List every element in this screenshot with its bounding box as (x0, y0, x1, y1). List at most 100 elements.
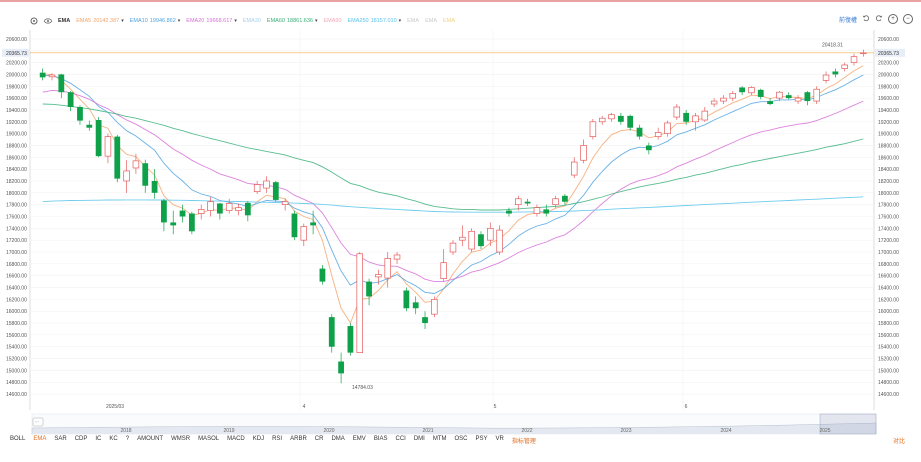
y-tick-label-left: 17800.00 (6, 203, 27, 209)
candle-up (431, 299, 438, 315)
candle-up (748, 87, 755, 94)
candle-up (701, 110, 709, 121)
settings-icon[interactable] (30, 17, 38, 25)
ema-item[interactable]: EMA5 20142.387 ▾ (76, 18, 124, 24)
candle-up (496, 229, 503, 253)
y-tick-label-right: 20200.00 (878, 61, 899, 67)
indicator-tab[interactable]: ? (125, 436, 130, 442)
indicator-tab[interactable]: MTM (432, 436, 447, 442)
ema-item[interactable]: EMA60 18861.636 ▾ (267, 18, 318, 24)
candle-up (822, 74, 830, 81)
navigator-year-label: 2022 (521, 428, 532, 434)
y-tick-label-right: 18800.00 (878, 143, 899, 149)
indicator-tab[interactable]: IC (95, 436, 102, 442)
indicator-tab[interactable]: RSI (272, 436, 283, 442)
indicator-tab[interactable]: AMOUNT (137, 436, 164, 442)
indicator-tab[interactable]: ARBR (290, 436, 307, 442)
indicator-tab[interactable]: KC (109, 436, 118, 442)
indicator-tab[interactable]: WMSR (171, 436, 191, 442)
indicator-tab[interactable]: OSC (454, 436, 468, 442)
zoom-out-icon[interactable]: − (903, 14, 913, 24)
y-tick-label-right: 17400.00 (878, 226, 899, 232)
candle-up (570, 161, 578, 176)
indicator-tab[interactable]: KDJ (252, 436, 265, 442)
ema-item[interactable]: EMA90 (323, 18, 341, 24)
indicator-tab[interactable]: EMA (33, 436, 47, 442)
ema-item[interactable]: EMA250 18157.010 ▾ (348, 18, 402, 24)
indicator-tab[interactable]: EMV (352, 436, 366, 442)
indicator-tab[interactable]: CR (314, 436, 324, 442)
candle-down (179, 210, 186, 217)
candle-up (263, 180, 270, 189)
candle-up (654, 132, 662, 137)
y-tick-label-left: 17600.00 (6, 215, 27, 221)
y-tick-label-right: 14600.00 (878, 392, 899, 398)
y-tick-label-left: 17000.00 (6, 250, 27, 256)
y-tick-label-right: 18000.00 (878, 191, 899, 197)
candle-up (598, 117, 606, 123)
y-tick-label-left: 19200.00 (6, 120, 27, 126)
ema-item[interactable]: EMA (443, 18, 455, 24)
indicator-tab[interactable]: MACD (227, 436, 245, 442)
y-tick-label-right: 15200.00 (878, 357, 899, 363)
eye-icon[interactable] (44, 17, 52, 25)
adjust-link[interactable]: 前復權 (838, 17, 857, 24)
y-tick-label-left: 20000.00 (6, 72, 27, 78)
ema-item[interactable]: EMA (425, 18, 437, 24)
y-tick-label-right: 16600.00 (878, 274, 899, 280)
candle-down (114, 136, 121, 179)
candle-up (468, 230, 475, 250)
indicator-name[interactable]: EMA (58, 18, 71, 24)
candle-down (188, 213, 195, 232)
y-tick-label-left: 18800.00 (6, 143, 27, 149)
ema-line-ema5 (42, 65, 864, 324)
candle-down (58, 74, 65, 93)
y-tick-label-left: 16800.00 (6, 262, 27, 268)
candle-down (310, 222, 317, 226)
indicator-tab[interactable]: BOLL (10, 436, 26, 442)
chevron-down-icon[interactable]: ▾ (314, 18, 318, 24)
indicator-tab[interactable]: BIAS (373, 436, 388, 442)
ema-item[interactable]: EMA10 19946.862 ▾ (130, 18, 181, 24)
y-tick-label-right: 17800.00 (878, 203, 899, 209)
compare-button[interactable]: 对比 (892, 439, 905, 445)
navigator-panel (31, 413, 877, 435)
indicator-tab[interactable]: PSY (475, 436, 488, 442)
y-tick-label-right: 18400.00 (878, 167, 899, 173)
candle-up (841, 64, 848, 69)
chevron-down-icon[interactable]: ▾ (121, 18, 124, 24)
indicator-tab[interactable]: 指标管理 (511, 439, 536, 445)
candle-up (720, 97, 727, 102)
candle-down (403, 290, 410, 309)
y-tick-label-right: 16800.00 (878, 262, 899, 268)
chevron-down-icon[interactable]: ▾ (177, 18, 181, 24)
indicator-tab[interactable]: CCI (395, 436, 406, 442)
indicator-tab[interactable]: MASOL (198, 436, 220, 442)
indicator-tab[interactable]: DMI (413, 436, 425, 442)
ema-item[interactable]: EMA20 19668.617 ▾ (186, 18, 237, 24)
candle-up (515, 198, 522, 206)
y-tick-label-left: 16000.00 (6, 309, 27, 315)
candle-down (244, 202, 251, 216)
candle-up (580, 145, 587, 161)
candle-down (478, 234, 484, 247)
candle-up (393, 254, 401, 260)
zoom-in-icon[interactable]: + (888, 14, 898, 24)
navigator-year-label: 2019 (223, 428, 234, 434)
chevron-down-icon[interactable]: ▾ (234, 18, 237, 24)
chevron-down-icon[interactable]: ▾ (398, 18, 402, 24)
candle-up (356, 253, 363, 353)
ema-item[interactable]: EMA (407, 18, 419, 24)
indicator-tab[interactable]: DMA (331, 436, 345, 442)
ema-line-ema250 (42, 196, 864, 213)
undo-icon[interactable] (862, 14, 870, 24)
y-tick-label-right: 17200.00 (878, 238, 899, 244)
y-tick-label-left: 14600.00 (6, 392, 27, 398)
indicator-tab[interactable]: VR (495, 436, 504, 442)
redo-icon[interactable] (875, 14, 883, 24)
indicator-tab[interactable]: SAR (54, 436, 67, 442)
candle-up (794, 97, 802, 102)
ema-item[interactable]: EMA30 (243, 18, 261, 24)
indicator-tab[interactable]: CDP (74, 436, 88, 442)
